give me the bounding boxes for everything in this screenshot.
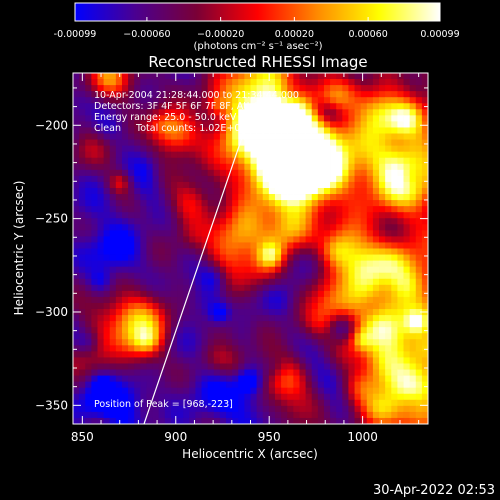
colorbar-gradient <box>74 2 441 22</box>
x-tick-label: 1000 <box>347 430 378 444</box>
x-tick-label: 950 <box>258 430 281 444</box>
annotation-clean: Clean Total counts: 1.02E+05 <box>94 123 246 134</box>
y-tick-label: −300 <box>35 305 68 319</box>
colorbar-tick-label: −0.00060 <box>123 29 170 40</box>
colorbar: -0.00099 −0.00060 −0.00020 0.00020 0.00060 0.… <box>54 2 460 52</box>
annotation-detectors: Detectors: 3F 4F 5F 6F 7F 8F, Att 0 <box>94 101 260 112</box>
annotation-time: 10-Apr-2004 21:28:44.000 to 21:34:44.000 <box>94 90 299 101</box>
footer-timestamp: 30-Apr-2022 02:53 <box>373 483 495 498</box>
colorbar-tick-label: 0.00099 <box>420 29 459 40</box>
annotation-block: 10-Apr-2004 21:28:44.000 to 21:34:44.000… <box>94 90 299 410</box>
heatmap-image <box>73 73 428 424</box>
y-axis-label: Heliocentric Y (arcsec) <box>12 181 26 316</box>
colorbar-units: (photons cm⁻² s⁻¹ asec⁻²) <box>193 41 322 52</box>
solar-limb-line <box>143 128 246 424</box>
x-axis-label: Heliocentric X (arcsec) <box>182 447 318 461</box>
colorbar-tick-label: -0.00099 <box>54 29 97 40</box>
y-axis: −350 −300 −250 −200 <box>35 87 428 425</box>
annotation-peak: Position of Peak = [968,-223] <box>94 399 233 410</box>
y-tick-label: −350 <box>35 398 68 412</box>
x-axis: 850 900 950 1000 <box>71 73 420 444</box>
annotation-energy: Energy range: 25.0 - 50.0 keV <box>94 112 237 123</box>
chart-title: Reconstructed RHESSI Image <box>148 53 367 71</box>
x-tick-label: 850 <box>71 430 94 444</box>
colorbar-tick-label: 0.00060 <box>348 29 387 40</box>
y-tick-label: −250 <box>35 212 68 226</box>
colorbar-tick-label: 0.00020 <box>275 29 314 40</box>
colorbar-ticks: -0.00099 −0.00060 −0.00020 0.00020 0.00060 0.… <box>54 17 460 40</box>
x-tick-label: 900 <box>164 430 187 444</box>
colorbar-tick-label: −0.00020 <box>197 29 244 40</box>
y-tick-label: −200 <box>35 118 68 132</box>
